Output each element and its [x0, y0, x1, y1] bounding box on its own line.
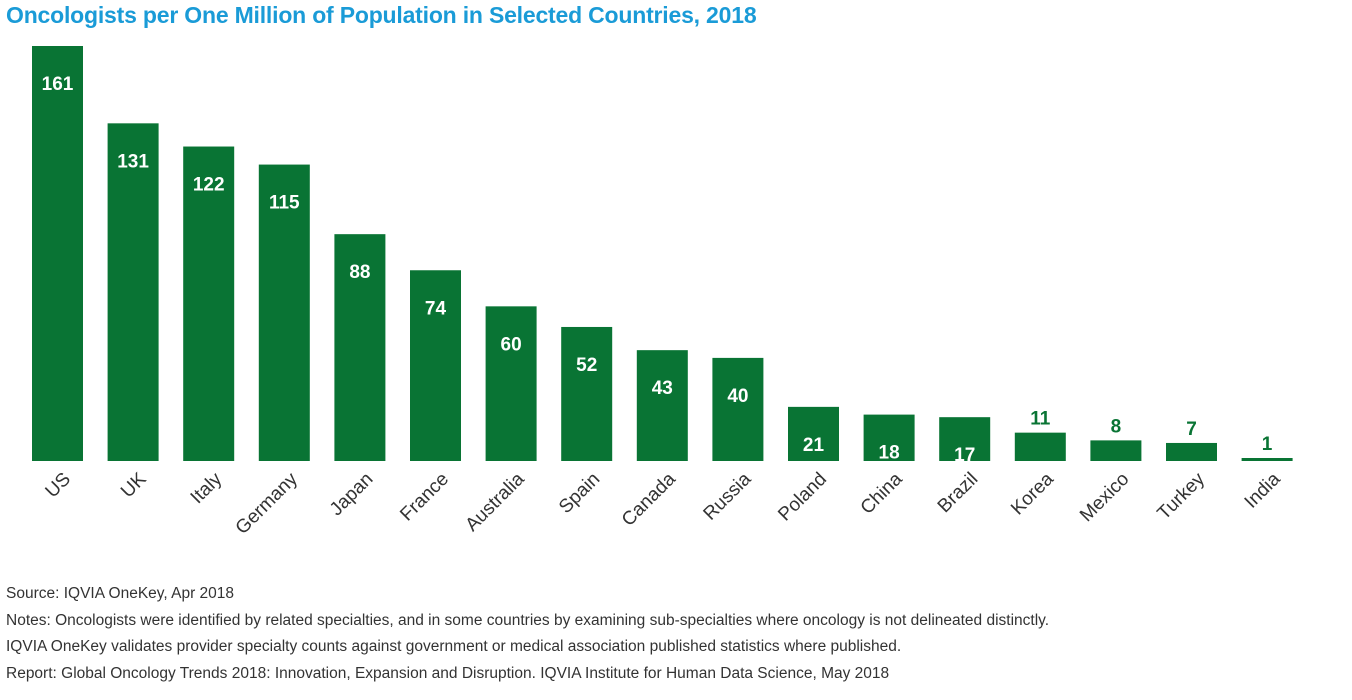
data-labels-group: 161 131 122 115 88 74 60 52 43 40 21 18 17 11 8 7 1 [42, 74, 1273, 466]
bar-brazil [939, 417, 991, 461]
data-label: 88 [349, 262, 370, 283]
data-label: 40 [727, 386, 748, 407]
x-tick-label: Mexico [1076, 469, 1133, 526]
bar-mexico [1090, 440, 1142, 461]
bar-japan [334, 234, 386, 461]
bars-group [32, 46, 1293, 462]
data-label: 1 [1262, 434, 1273, 455]
bar-india [1241, 458, 1293, 461]
data-label: 131 [117, 151, 149, 172]
x-tick-label: Spain [555, 469, 604, 518]
data-label: 122 [193, 175, 225, 196]
x-tick-label: India [1241, 468, 1285, 512]
data-label: 74 [425, 298, 447, 319]
x-tick-label: Canada [618, 468, 680, 530]
bar-germany [258, 164, 310, 462]
x-tick-label: Australia [462, 468, 529, 535]
bar-australia [485, 306, 537, 461]
chart-title: Oncologists per One Million of Populatio… [6, 2, 757, 28]
bar-poland [788, 406, 839, 461]
bar-korea [1014, 432, 1066, 461]
x-tick-label: Poland [774, 469, 831, 526]
data-label: 11 [1030, 409, 1051, 430]
x-tick-label: Russia [700, 468, 756, 524]
bar-spain [561, 326, 613, 461]
notes-line-2: IQVIA OneKey validates provider specialt… [6, 638, 902, 655]
data-label: 8 [1111, 416, 1122, 437]
bar-china [863, 414, 915, 461]
data-label: 18 [879, 443, 900, 464]
x-tick-labels-group: US UK Italy Germany Japan France Australia Spai… [42, 468, 1285, 538]
x-tick-label: France [396, 469, 453, 526]
report-note: Report: Global Oncology Trends 2018: Inn… [6, 665, 890, 682]
data-label: 52 [576, 355, 597, 376]
data-label: 161 [42, 74, 74, 95]
data-label: 43 [652, 378, 673, 399]
x-tick-label: Brazil [934, 469, 982, 517]
x-tick-label: UK [117, 468, 151, 502]
source-note: Source: IQVIA OneKey, Apr 2018 [6, 585, 235, 602]
bar-france [410, 270, 461, 461]
bar-russia [712, 357, 764, 461]
x-tick-label: Korea [1007, 468, 1058, 519]
x-tick-label: China [857, 468, 907, 518]
x-tick-label: Italy [187, 468, 227, 508]
notes-line-1: Notes: Oncologists were identified by re… [6, 612, 1050, 629]
data-label: 60 [501, 334, 522, 355]
x-tick-label: Japan [326, 469, 377, 520]
bar-us [32, 46, 83, 461]
bar-turkey [1166, 442, 1217, 461]
bar-chart: 161 131 122 115 88 74 60 52 43 40 21 18 17 11 8 7 1 US UK… [32, 46, 1293, 539]
x-tick-label: US [42, 469, 76, 503]
bar-uk [107, 123, 159, 461]
data-label: 21 [803, 435, 825, 456]
bar-italy [183, 146, 235, 461]
data-label: 115 [269, 193, 300, 214]
x-tick-label: Turkey [1154, 468, 1210, 524]
bar-canada [636, 350, 688, 461]
data-label: 17 [954, 445, 975, 466]
data-label: 7 [1186, 419, 1197, 440]
x-tick-label: Germany [232, 468, 302, 538]
